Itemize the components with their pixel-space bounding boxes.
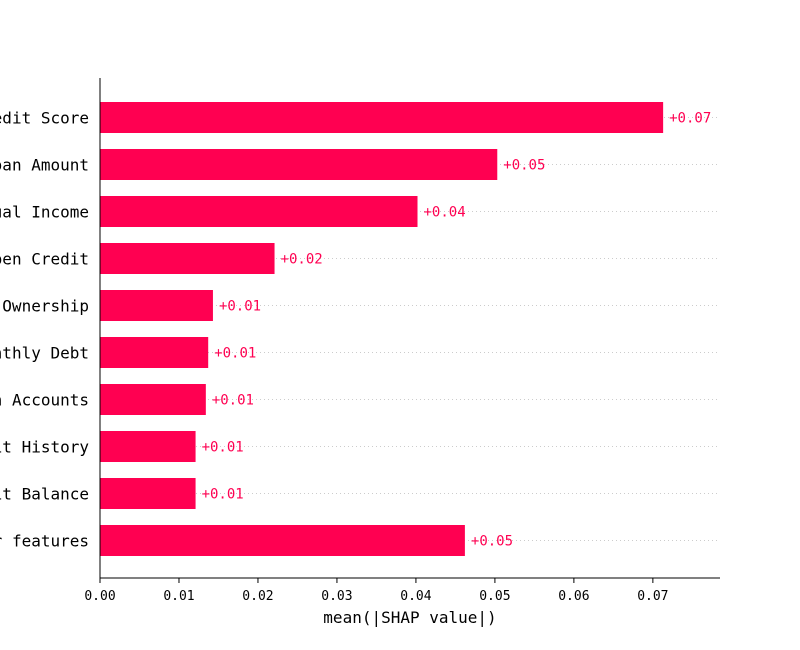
- x-tick-label: 0.06: [558, 589, 589, 604]
- category-label: pen Credit: [0, 250, 89, 269]
- data-label: +0.05: [503, 158, 545, 174]
- data-label: +0.07: [669, 111, 711, 127]
- x-tick-label: 0.07: [637, 589, 668, 604]
- category-label: Ownership: [2, 297, 89, 316]
- bar: [100, 337, 209, 368]
- x-axis-label: mean(|SHAP value|): [323, 608, 496, 627]
- bar: [100, 149, 498, 180]
- data-label: +0.01: [214, 346, 256, 362]
- data-label: +0.01: [202, 487, 244, 503]
- x-tick-label: 0.01: [163, 589, 194, 604]
- x-ticks-group: 0.00 0.01 0.02 0.03 0.04 0.05 0.06 0.07: [84, 578, 669, 604]
- category-label: edit Score: [0, 109, 89, 128]
- data-label: +0.01: [212, 393, 254, 409]
- row-guides: [100, 117, 720, 541]
- bars-group: [100, 102, 664, 556]
- category-label: ual Income: [0, 203, 89, 222]
- category-label: it History: [0, 438, 89, 457]
- bar: [100, 525, 465, 556]
- bar: [100, 384, 206, 415]
- category-label: it Balance: [0, 485, 89, 504]
- x-tick-label: 0.05: [479, 589, 510, 604]
- data-label: +0.01: [219, 299, 261, 315]
- x-tick-label: 0.03: [321, 589, 352, 604]
- x-tick-label: 0.04: [400, 589, 431, 604]
- category-label: nthly Debt: [0, 344, 89, 363]
- data-label: +0.02: [281, 252, 323, 268]
- category-labels-group: edit Score oan Amount ual Income pen Credit…: [0, 109, 89, 551]
- bar: [100, 431, 196, 462]
- bar: [100, 478, 196, 509]
- data-label: +0.04: [424, 205, 466, 221]
- bar: [100, 102, 664, 133]
- data-label: +0.01: [202, 440, 244, 456]
- category-label: oan Amount: [0, 156, 89, 175]
- data-label: +0.05: [471, 534, 513, 550]
- category-label: n Accounts: [0, 391, 89, 410]
- bar: [100, 243, 275, 274]
- data-labels-group: +0.07 +0.05 +0.04 +0.02 +0.01 +0.01 +0.01 +0.01…: [202, 111, 712, 550]
- bar: [100, 196, 418, 227]
- bar: [100, 290, 213, 321]
- category-label: r features: [0, 532, 89, 551]
- x-tick-label: 0.02: [242, 589, 273, 604]
- x-tick-label: 0.00: [84, 589, 115, 604]
